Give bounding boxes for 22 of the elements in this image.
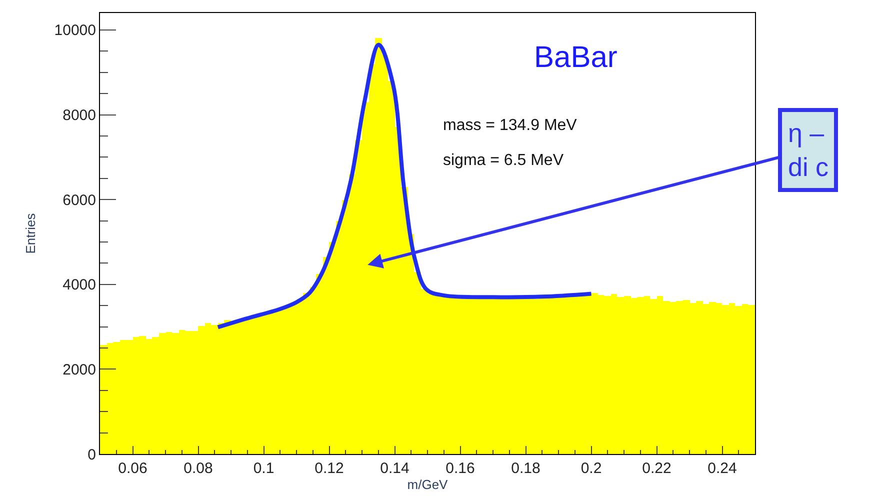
x-tick-label: 0.06 <box>118 460 148 477</box>
x-tick-label: 0.1 <box>253 460 274 477</box>
x-axis-title: m/GeV <box>407 477 448 492</box>
y-axis-title: Entries <box>23 212 38 254</box>
x-tick-label: 0.14 <box>380 460 410 477</box>
annotation: mass = 134.9 MeV <box>443 117 578 134</box>
x-tick-label: 0.24 <box>708 460 737 477</box>
x-tick-label: 0.18 <box>511 460 540 477</box>
annotation: BaBar <box>534 41 618 74</box>
x-tick-label: 0.12 <box>314 460 344 477</box>
x-tick-label: 0.2 <box>580 460 602 477</box>
x-tick-label: 0.16 <box>446 460 475 477</box>
y-tick-label: 4000 <box>62 276 96 294</box>
x-tick-label: 0.22 <box>642 460 672 477</box>
x-tick-label: 0.08 <box>184 460 213 477</box>
annotation: η – di c <box>788 118 828 182</box>
y-tick-label: 8000 <box>62 107 96 124</box>
y-tick-label: 0 <box>88 446 96 464</box>
y-tick-label: 6000 <box>62 192 96 209</box>
y-tick-label: 10000 <box>54 22 96 40</box>
y-tick-label: 2000 <box>62 361 96 378</box>
annotation: sigma = 6.5 MeV <box>443 152 564 169</box>
